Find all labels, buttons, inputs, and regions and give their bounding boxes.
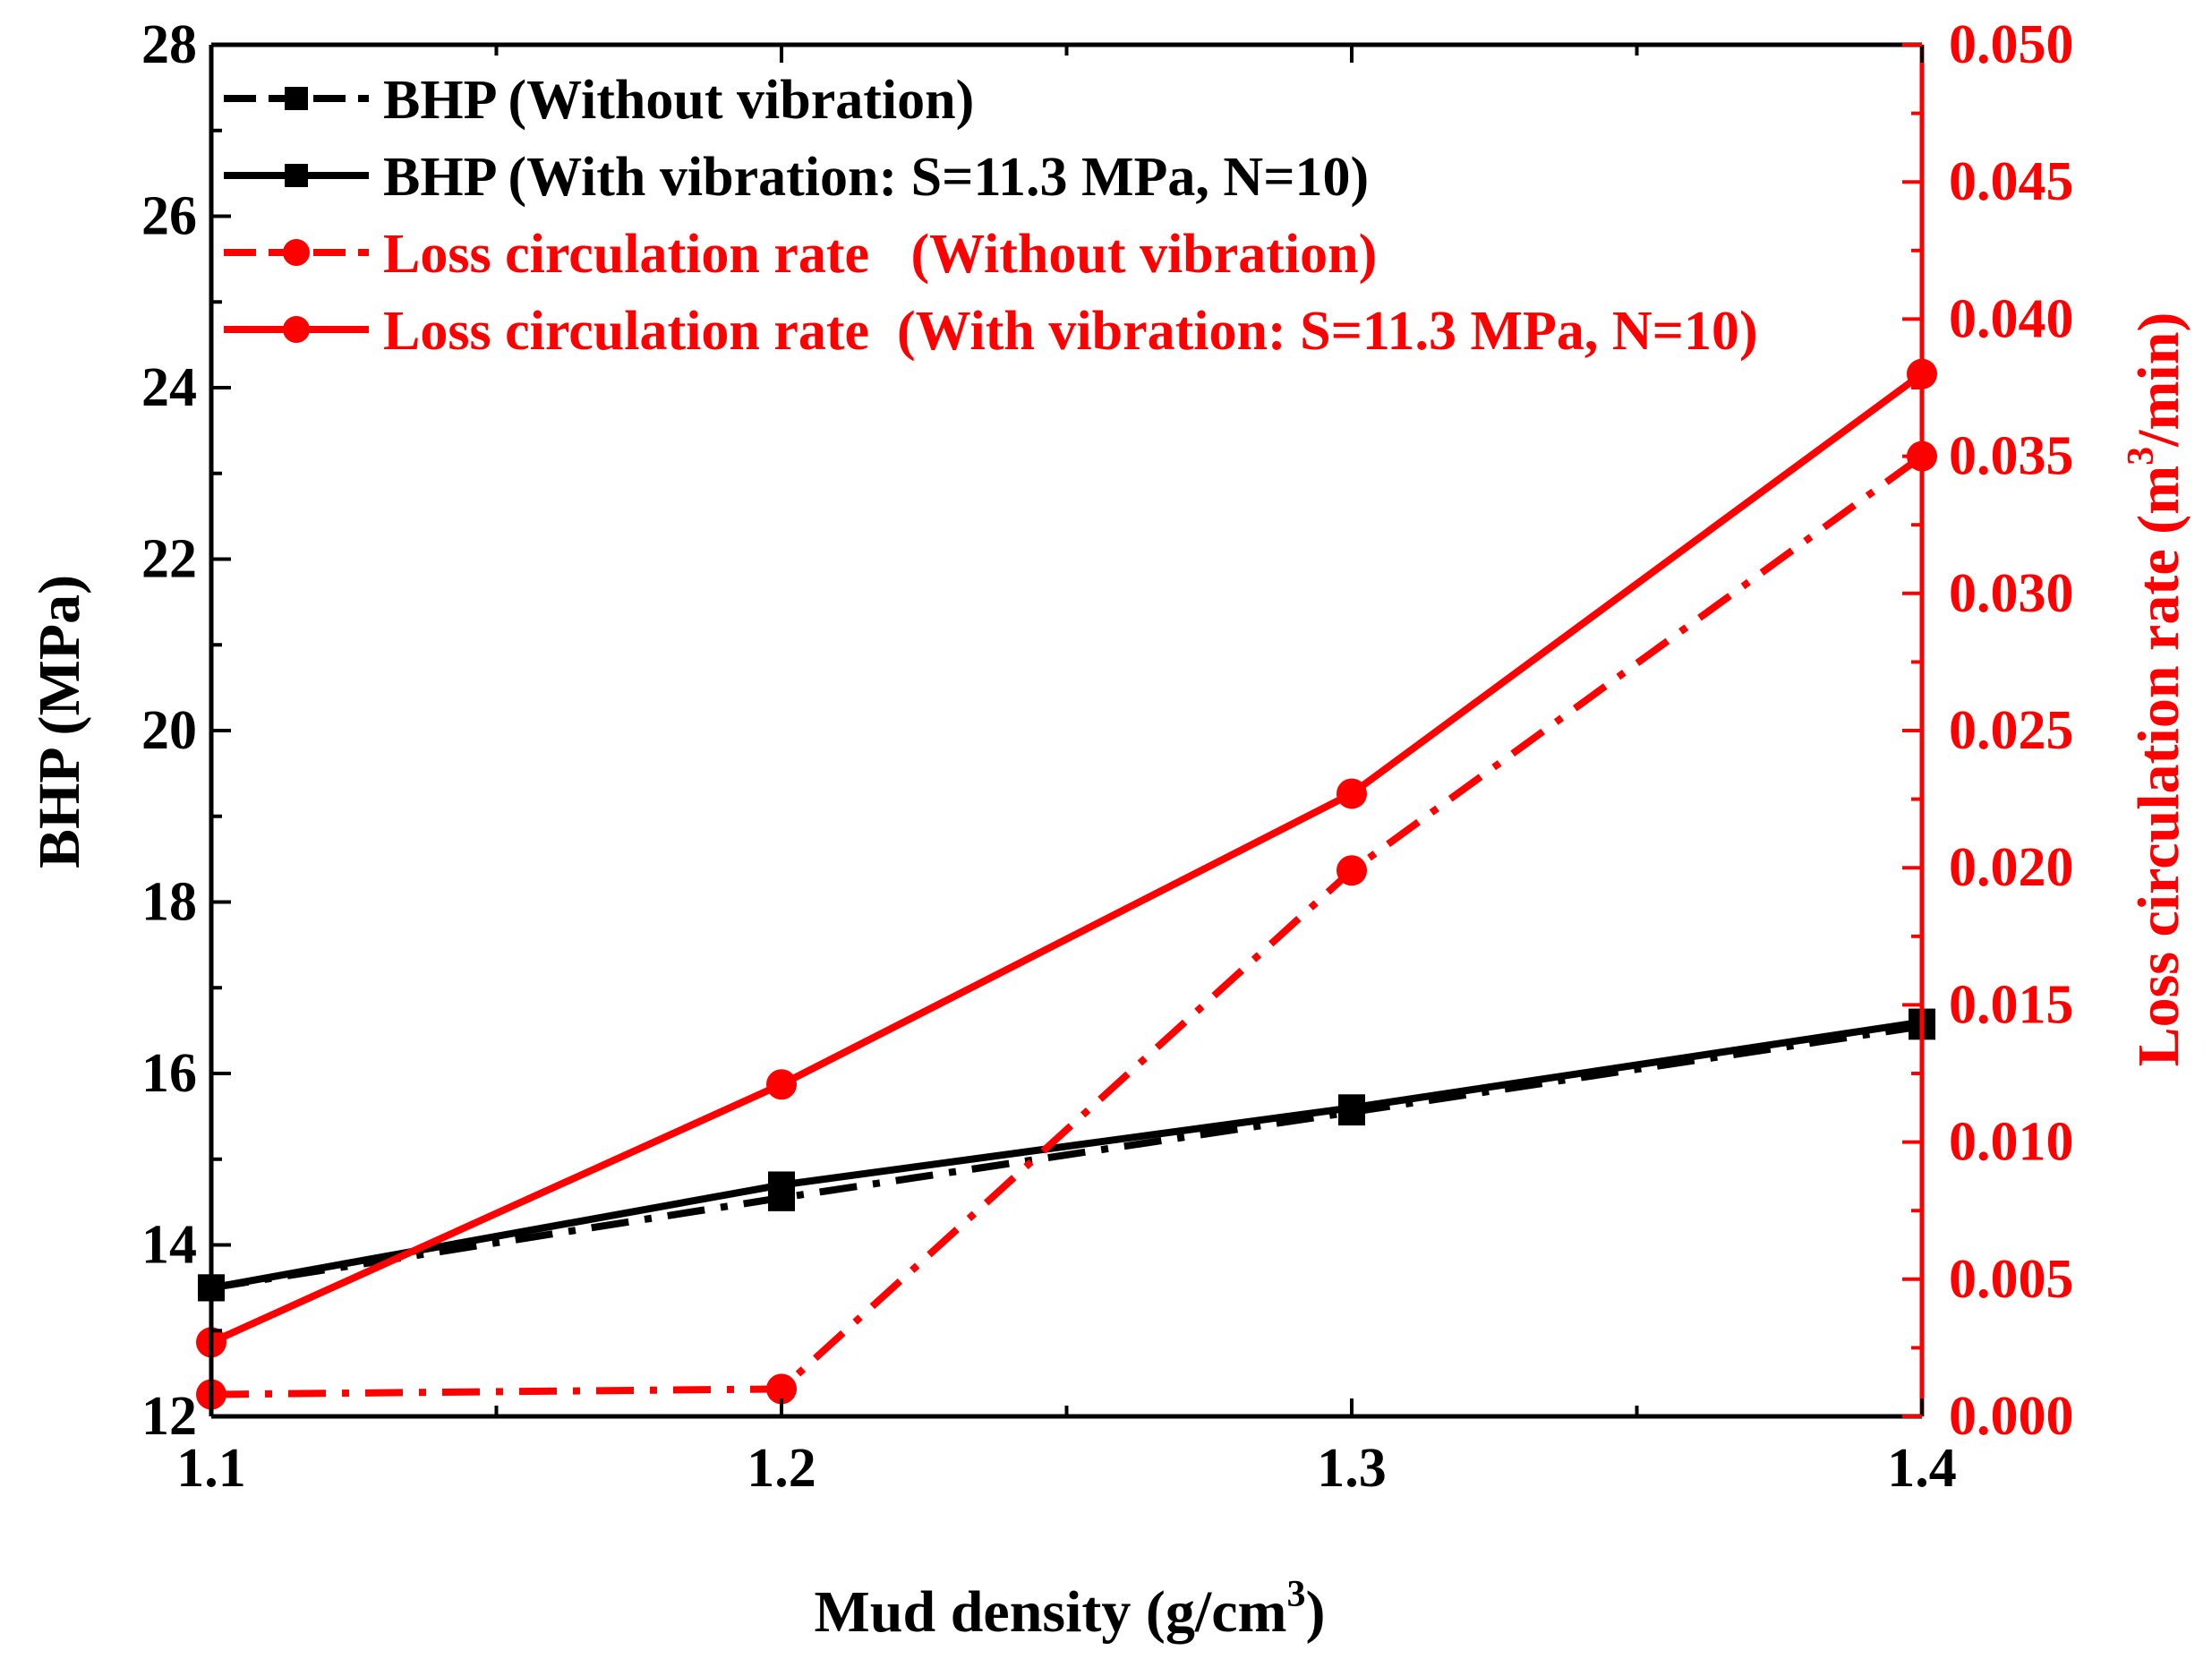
x-axis-label: Mud density (g/cm3) — [815, 1574, 1326, 1645]
series-line — [210, 1018, 1923, 1292]
right-tick-label: 0.045 — [1949, 151, 2074, 212]
left-tick-label: 18 — [141, 872, 197, 933]
right-tick-label: 0.010 — [1949, 1112, 2074, 1173]
right-tick-label: 0.005 — [1949, 1249, 2074, 1310]
legend-marker — [285, 164, 308, 187]
legend-item: Loss circulation rate (With vibration: S… — [224, 301, 1758, 362]
data-point — [768, 1171, 795, 1199]
right-tick-label: 0.040 — [1949, 288, 2074, 349]
legend-label: BHP (With vibration: S=11.3 MPa, N=10) — [383, 147, 1369, 208]
right-axis-label-tail: /min) — [2126, 312, 2191, 448]
right-tick-label: 0.020 — [1949, 837, 2074, 898]
right-tick-label: 0.035 — [1949, 426, 2074, 487]
left-tick-label: 26 — [141, 186, 197, 247]
x-tick-label: 1.4 — [1887, 1438, 1957, 1499]
left-tick-label: 28 — [141, 14, 197, 75]
left-tick-label: 14 — [141, 1215, 197, 1276]
left-tick-label: 20 — [141, 700, 197, 761]
legend-marker — [283, 239, 310, 266]
right-tick-label: 0.030 — [1949, 563, 2074, 624]
right-axis-label-main: Loss circulation rate (m — [2126, 466, 2191, 1067]
series-line — [210, 453, 1925, 1398]
right-tick-label: 0.025 — [1949, 700, 2074, 761]
right-tick-label: 0.050 — [1949, 14, 2074, 75]
x-tick-label: 1.1 — [176, 1438, 246, 1499]
series-bhp-with-vibration — [198, 1008, 1935, 1302]
legend-marker — [285, 87, 308, 110]
left-tick-label: 16 — [141, 1043, 197, 1104]
legend-label: Loss circulation rate (Without vibration… — [383, 224, 1377, 285]
legend-marker — [283, 316, 310, 343]
data-point — [1338, 1094, 1365, 1122]
legend-item: BHP (With vibration: S=11.3 MPa, N=10) — [224, 147, 1369, 208]
right-tick-label: 0.015 — [1949, 974, 2074, 1035]
series-line — [209, 371, 1925, 1346]
legend-label: Loss circulation rate (With vibration: S… — [383, 301, 1758, 362]
series-layer — [196, 358, 1937, 1410]
series-line — [210, 1022, 1923, 1292]
legend-item: Loss circulation rate (Without vibration… — [224, 224, 1377, 285]
x-axis-label-superscript: 3 — [1287, 1574, 1306, 1615]
left-axis-label: BHP (MPa) — [27, 575, 92, 868]
x-tick-label: 1.3 — [1317, 1438, 1387, 1499]
left-tick-label: 24 — [141, 357, 197, 418]
data-point — [766, 1373, 797, 1405]
axes-layer: 1.1 1.2 1.3 1.4 12 14 16 18 20 22 24 26 28 0.000 0.005… — [141, 14, 2074, 1499]
right-tick-label: 0.000 — [1949, 1386, 2074, 1447]
right-axis-label-superscript: 3 — [2121, 447, 2162, 466]
data-point — [766, 1069, 797, 1100]
left-tick-label: 12 — [141, 1386, 197, 1447]
left-tick-label: 22 — [141, 529, 197, 590]
data-point — [1337, 778, 1367, 809]
legend-item: BHP (Without vibration) — [224, 70, 974, 131]
legend: BHP (Without vibration) BHP (With vibrati… — [224, 70, 1758, 362]
x-tick-label: 1.2 — [747, 1438, 816, 1499]
legend-label: BHP (Without vibration) — [383, 70, 974, 131]
x-axis-label-tail: ) — [1306, 1579, 1326, 1645]
series-loss-rate-with-vibration — [196, 358, 1937, 1358]
x-axis-label-main: Mud density (g/cm — [815, 1579, 1287, 1645]
right-axis-label: Loss circulation rate (m3/min) — [2121, 312, 2191, 1067]
data-point — [1337, 855, 1367, 886]
